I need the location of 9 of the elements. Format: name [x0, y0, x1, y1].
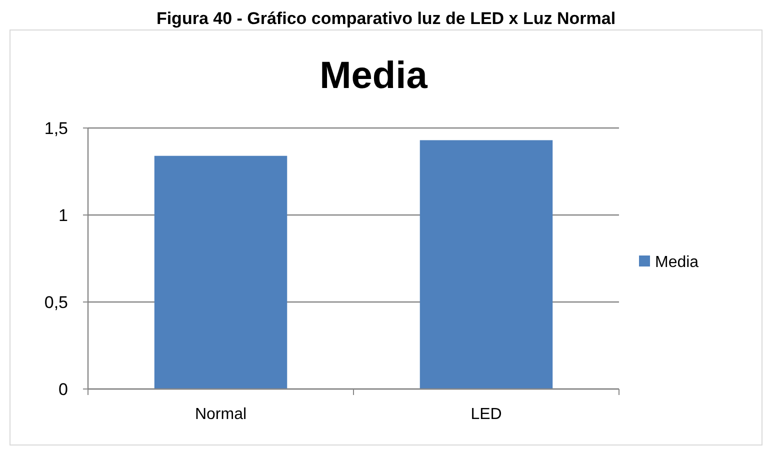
- y-tick-label: 1,5: [44, 118, 68, 138]
- chart-subtitle: Media: [320, 55, 428, 97]
- y-tick-label: 1: [58, 206, 68, 225]
- x-tick-label: LED: [470, 406, 502, 423]
- chart-title: Figura 40 - Gráfico comparativo luz de LED x Luz Normal: [156, 9, 616, 28]
- y-tick-label: 0: [58, 380, 68, 399]
- legend-label: Media: [655, 254, 699, 272]
- y-tick-label: 0,5: [44, 292, 68, 312]
- x-tick-label: Normal: [194, 406, 247, 423]
